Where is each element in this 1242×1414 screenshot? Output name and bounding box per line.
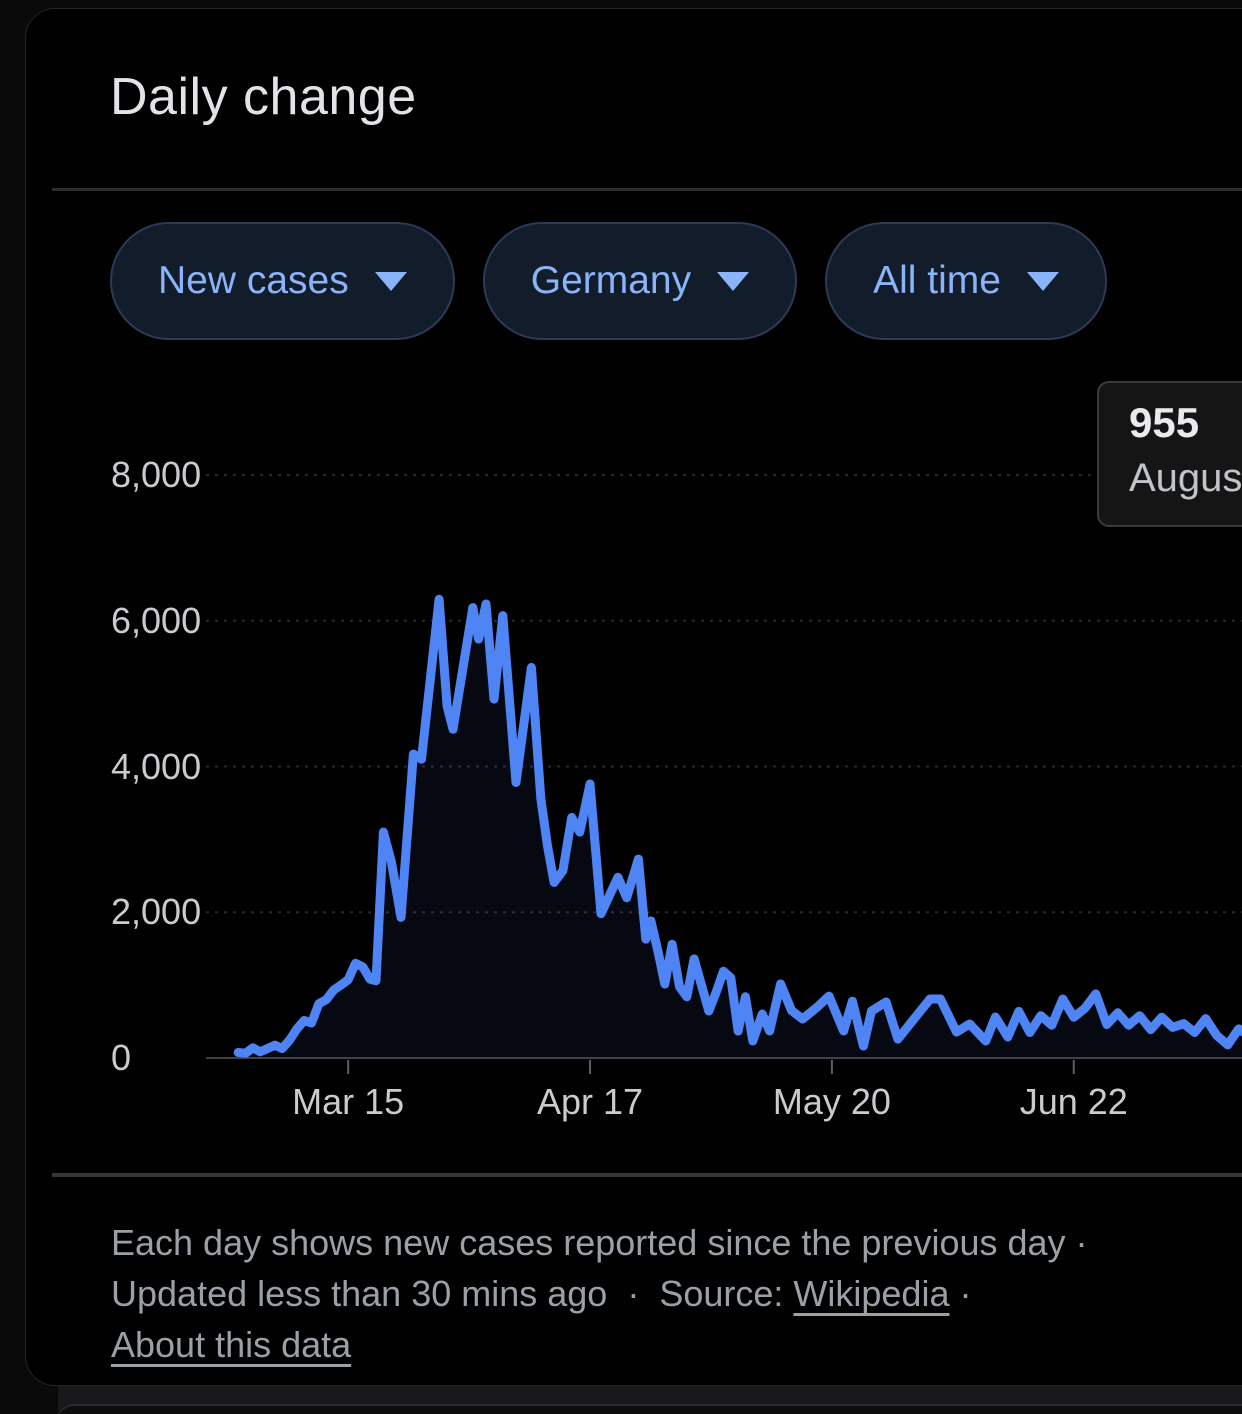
- header-divider: [52, 188, 1242, 191]
- series-area-fill: [238, 599, 1242, 1058]
- metric-filter-chip[interactable]: New cases: [110, 222, 455, 340]
- chevron-down-icon: [1026, 271, 1059, 291]
- wikipedia-source-link[interactable]: Wikipedia: [793, 1273, 950, 1314]
- tooltip-value: 955: [1129, 399, 1200, 446]
- new-cases-series-line: [233, 594, 1242, 1058]
- chevron-down-icon: [717, 271, 750, 291]
- y-axis-label: 8,000: [111, 454, 202, 495]
- chart-tooltip: 955 August: [1097, 381, 1242, 527]
- footer-divider: [52, 1173, 1242, 1177]
- x-axis-label: Mar 15: [292, 1081, 405, 1122]
- region-filter-chip[interactable]: Germany: [482, 222, 798, 340]
- daily-change-line-chart[interactable]: 0 2,000 4,000 6,000 8,000 Mar 15 Apr 17 May 20 J…: [26, 385, 1242, 1135]
- chevron-down-icon: [374, 271, 407, 291]
- region-filter-label: Germany: [530, 259, 692, 302]
- tooltip-date: August: [1129, 456, 1242, 500]
- footnote-line-1: Each day shows new cases reported since …: [111, 1222, 1088, 1263]
- metric-filter-label: New cases: [158, 259, 349, 302]
- time-range-filter-label: All time: [873, 259, 1001, 302]
- x-axis-label: Apr 17: [537, 1081, 644, 1122]
- x-axis-label: May 20: [772, 1081, 891, 1122]
- time-range-filter-chip[interactable]: All time: [825, 222, 1107, 340]
- y-axis-label: 0: [111, 1037, 132, 1078]
- chart-footnote: Each day shows new cases reported since …: [111, 1217, 1241, 1370]
- footnote-line-2: Updated less than 30 mins ago · Source: …: [111, 1273, 972, 1314]
- next-card-edge: [58, 1404, 1242, 1414]
- daily-change-card: Daily change New cases Germany All time …: [25, 8, 1242, 1386]
- x-axis-label: Jul 25: [1236, 1080, 1242, 1124]
- footnote-line-3: About this data: [111, 1319, 1241, 1370]
- card-title: Daily change: [110, 68, 417, 126]
- y-axis-label: 4,000: [111, 745, 202, 787]
- y-axis-label: 2,000: [111, 891, 202, 933]
- filter-row: New cases Germany All time: [110, 222, 1107, 340]
- y-axis-label: 6,000: [111, 599, 202, 641]
- chart-canvas: [206, 474, 1242, 1074]
- x-axis-label: Jun 22: [1019, 1081, 1128, 1122]
- about-this-data-link[interactable]: About this data: [111, 1324, 352, 1365]
